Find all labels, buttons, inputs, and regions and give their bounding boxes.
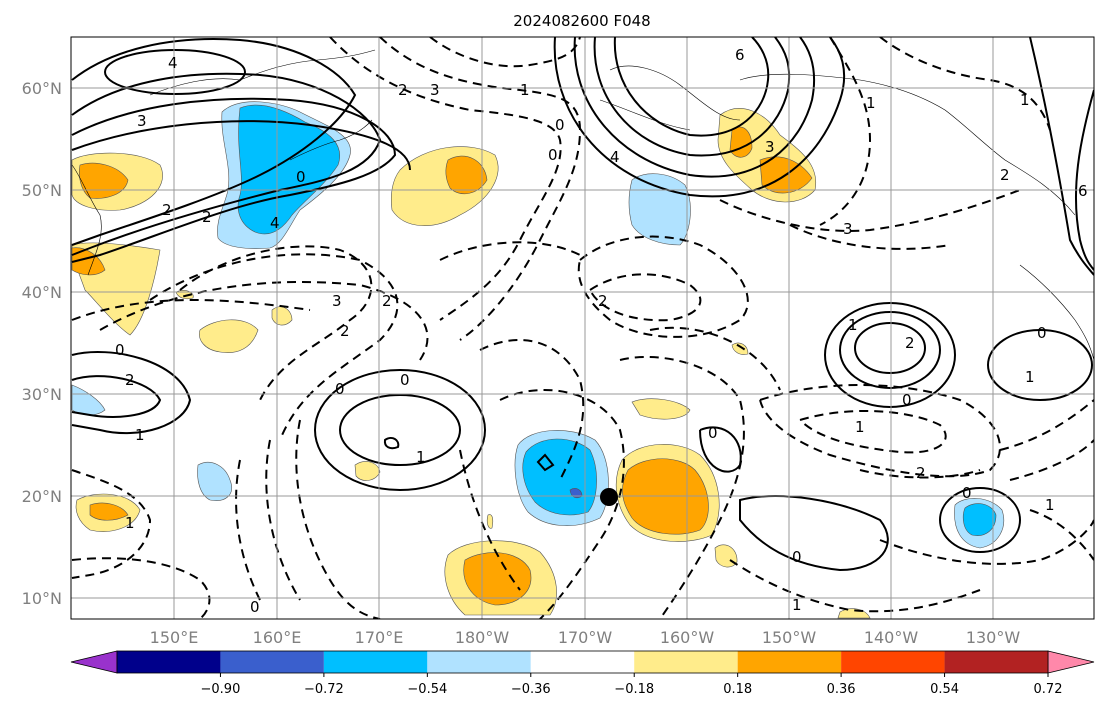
contour-label: 0 bbox=[792, 548, 802, 566]
lon-tick-label: 150°E bbox=[150, 628, 199, 647]
contour-label: 0 bbox=[296, 168, 306, 186]
contour-label: 0 bbox=[555, 116, 565, 134]
lon-tick-label: 150°W bbox=[762, 628, 817, 647]
lat-tick-label: 40°N bbox=[22, 283, 62, 302]
map-frame bbox=[70, 36, 1095, 620]
lon-tick-label: 160°E bbox=[253, 628, 302, 647]
contour-label: 4 bbox=[168, 54, 178, 72]
lon-tick-label: 170°E bbox=[355, 628, 404, 647]
contour-label: 0 bbox=[708, 424, 718, 442]
contour-label: 1 bbox=[1025, 368, 1035, 386]
colorbar-frame bbox=[116, 650, 1049, 674]
contour-label: 3 bbox=[137, 112, 147, 130]
contour-label: 2 bbox=[125, 371, 135, 389]
colorbar-tick-label: −0.18 bbox=[614, 682, 654, 697]
colorbar-cell bbox=[427, 651, 531, 673]
contour-label: 0 bbox=[902, 391, 912, 409]
lon-tick-label: 170°W bbox=[558, 628, 613, 647]
coastlines bbox=[71, 49, 1094, 361]
contour-label: 1 bbox=[125, 514, 135, 532]
lat-tick-label: 60°N bbox=[22, 79, 62, 98]
colorbar-cell bbox=[117, 651, 221, 673]
lon-tick-label: 160°W bbox=[660, 628, 715, 647]
colorbar-cell bbox=[323, 651, 428, 673]
contour-label: 2 bbox=[202, 208, 212, 226]
colorbar-cell bbox=[530, 651, 635, 673]
colorbar-tick-label: −0.54 bbox=[407, 682, 447, 697]
latitude-axis: 60°N 50°N 40°N 30°N 20°N 10°N bbox=[22, 79, 62, 608]
lat-tick-label: 10°N bbox=[22, 589, 62, 608]
lon-tick-label: 130°W bbox=[966, 628, 1021, 647]
contour-label: 4 bbox=[270, 214, 280, 232]
contour-label: 1 bbox=[520, 81, 530, 99]
colorbar-tick-label: −0.36 bbox=[511, 682, 551, 697]
colorbar-cell bbox=[841, 651, 945, 673]
contour-label: 6 bbox=[735, 46, 745, 64]
storm-center-marker bbox=[600, 488, 618, 506]
colorbar-tick-label: −0.90 bbox=[201, 682, 241, 697]
contour-label: 2 bbox=[916, 464, 926, 482]
contour-label: 0 bbox=[250, 598, 260, 616]
colorbar-extend-min bbox=[70, 650, 118, 674]
contour-label: 1 bbox=[416, 448, 426, 466]
longitude-axis: 150°E 160°E 170°E 180°W 170°W 160°W 150°… bbox=[150, 628, 1021, 647]
contour-label: 2 bbox=[905, 334, 915, 352]
colorbar: −0.90 −0.72 −0.54 −0.36 −0.18 0.18 0.36 0.54 0.7… bbox=[70, 650, 1095, 697]
contour-label: 1 bbox=[848, 316, 858, 334]
colorbar-extend-max bbox=[1047, 650, 1095, 674]
colorbar-tick-label: 0.54 bbox=[930, 682, 959, 697]
lat-tick-label: 30°N bbox=[22, 385, 62, 404]
colorbar-cell bbox=[737, 651, 842, 673]
colorbar-cell bbox=[944, 651, 1048, 673]
map-panel: 4 3 2 0 4 6 4 3 2 1 0 2 3 1 0 2 6 1 3 2 … bbox=[71, 37, 1094, 619]
contour-label: 3 bbox=[430, 81, 440, 99]
figure-title: 2024082600 F048 bbox=[513, 12, 650, 30]
lat-tick-label: 50°N bbox=[22, 181, 62, 200]
colorbar-tick-label: 0.72 bbox=[1034, 682, 1063, 697]
contour-label: 4 bbox=[610, 148, 620, 166]
contour-label: 0 bbox=[335, 380, 345, 398]
contour-label: 0 bbox=[115, 341, 125, 359]
colorbar-tick-label: 0.18 bbox=[723, 682, 752, 697]
contour-label: 0 bbox=[400, 371, 410, 389]
contour-label: 2 bbox=[598, 292, 608, 310]
contour-label: 2 bbox=[1000, 166, 1010, 184]
contour-label: 3 bbox=[843, 220, 853, 238]
dashed-contours bbox=[71, 37, 1094, 619]
contour-label: 0 bbox=[1037, 324, 1047, 342]
colorbar-cell bbox=[220, 651, 324, 673]
contour-label: 2 bbox=[340, 322, 350, 340]
contour-labels: 4 3 2 0 4 6 4 3 2 1 0 2 3 1 0 2 6 1 3 2 … bbox=[115, 46, 1088, 616]
contour-label: 3 bbox=[765, 138, 775, 156]
gridlines bbox=[71, 37, 1094, 619]
colorbar-tick-label: 0.36 bbox=[827, 682, 856, 697]
lon-tick-label: 140°W bbox=[864, 628, 919, 647]
solid-contours bbox=[71, 37, 1094, 572]
contour-label: 1 bbox=[135, 426, 145, 444]
contour-label: 1 bbox=[792, 596, 802, 614]
contour-label: 2 bbox=[398, 81, 408, 99]
colorbar-cell bbox=[634, 651, 738, 673]
lat-tick-label: 20°N bbox=[22, 487, 62, 506]
contour-label: 6 bbox=[1078, 182, 1088, 200]
positive-anomaly-fill bbox=[71, 108, 871, 619]
contour-label: 1 bbox=[1020, 91, 1030, 109]
colorbar-tick-label: −0.72 bbox=[304, 682, 344, 697]
contour-label: 0 bbox=[962, 484, 972, 502]
contour-label: 1 bbox=[866, 94, 876, 112]
contour-label: 1 bbox=[1045, 496, 1055, 514]
contour-label: 2 bbox=[382, 292, 392, 310]
contour-label: 0 bbox=[548, 146, 558, 164]
contour-label: 1 bbox=[855, 418, 865, 436]
contour-label: 2 bbox=[162, 201, 172, 219]
lon-tick-label: 180°W bbox=[455, 628, 510, 647]
contour-label: 3 bbox=[332, 292, 342, 310]
